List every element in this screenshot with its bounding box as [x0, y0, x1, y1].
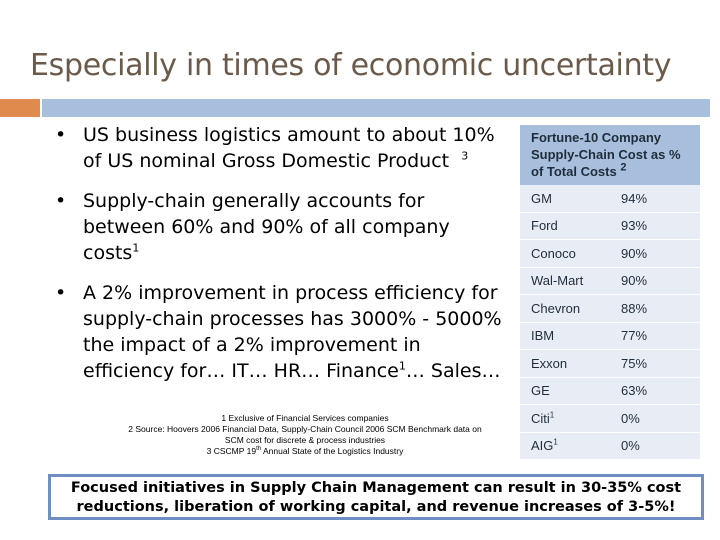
table-row: AIG1 0%: [520, 432, 700, 460]
company-cell: Citi1: [531, 410, 555, 426]
footnote-2: 2 Source: Hoovers 2006 Financial Data, S…: [128, 424, 482, 445]
bullet-superscript: 1: [398, 359, 406, 373]
company-cell: Conoco: [531, 245, 576, 261]
accent-bar: [0, 99, 40, 117]
table-header: Fortune-10 Company Supply-Chain Cost as …: [520, 125, 700, 185]
callout-box: Focused initiatives in Supply Chain Mana…: [48, 474, 704, 520]
percent-cell: 0%: [621, 410, 640, 426]
bullet-item: • Supply-chain generally accounts for be…: [55, 188, 505, 266]
percent-cell: 94%: [621, 190, 648, 206]
table-row: GE 63%: [520, 377, 700, 405]
percent-cell: 90%: [621, 245, 648, 261]
footnote-3: 3 CSCMP 19th Annual State of the Logisti…: [206, 446, 404, 456]
table-row: Citi1 0%: [520, 405, 700, 433]
percent-cell: 0%: [621, 438, 640, 454]
company-cell: Ford: [531, 218, 558, 234]
company-cell: Wal-Mart: [531, 273, 584, 289]
bullet-dot-icon: •: [55, 124, 67, 146]
table-row: Ford 93%: [520, 212, 700, 240]
company-cell: Chevron: [531, 300, 581, 316]
bullet-text: A 2% improvement in process efficiency f…: [83, 282, 502, 382]
table-row: GM 94%: [520, 185, 700, 213]
percent-cell: 77%: [621, 328, 648, 344]
company-cell: AIG1: [531, 437, 558, 454]
company-cell: GM: [531, 190, 552, 206]
bullet-list: • US business logistics amount to about …: [55, 122, 505, 398]
header-bar: [42, 99, 710, 117]
bullet-item: • US business logistics amount to about …: [55, 122, 505, 174]
table-row: Exxon 75%: [520, 350, 700, 378]
table-row: Conoco 90%: [520, 240, 700, 268]
footnotes: 1 Exclusive of Financial Services compan…: [120, 413, 490, 457]
percent-cell: 90%: [621, 273, 648, 289]
footnote-1: 1 Exclusive of Financial Services compan…: [221, 413, 389, 423]
bullet-text: US business logistics amount to about 10…: [83, 124, 495, 172]
bullet-dot-icon: •: [55, 282, 67, 304]
supply-chain-cost-table: Fortune-10 Company Supply-Chain Cost as …: [520, 125, 700, 460]
percent-cell: 63%: [621, 383, 648, 399]
percent-cell: 75%: [621, 355, 648, 371]
table-header-superscript: 2: [620, 161, 627, 174]
bullet-superscript: 3: [461, 149, 469, 163]
bullet-text: Supply-chain generally accounts for betw…: [83, 190, 450, 264]
table-row: IBM 77%: [520, 322, 700, 350]
bullet-dot-icon: •: [55, 190, 67, 212]
bullet-superscript: 1: [132, 241, 140, 255]
table-row: Wal-Mart 90%: [520, 267, 700, 295]
company-cell: IBM: [531, 328, 555, 344]
bullet-text-end: … Sales…: [405, 360, 501, 382]
slide-title: Especially in times of economic uncertai…: [30, 48, 672, 83]
table-body: GM 94% Ford 93% Conoco 90% Wal-Mart 90% Chevron 8…: [520, 185, 700, 460]
percent-cell: 93%: [621, 218, 648, 234]
bullet-item: • A 2% improvement in process efficiency…: [55, 280, 505, 384]
company-cell: Exxon: [531, 355, 568, 371]
percent-cell: 88%: [621, 300, 648, 316]
table-row: Chevron 88%: [520, 295, 700, 323]
company-cell: GE: [531, 383, 550, 399]
